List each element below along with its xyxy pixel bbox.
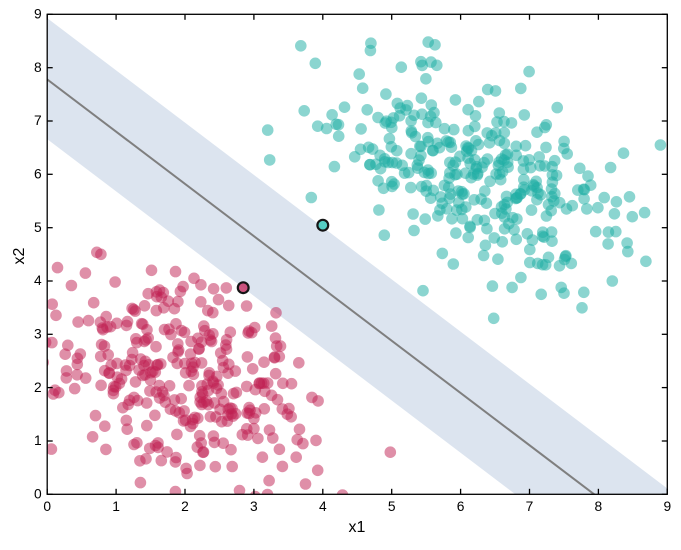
svg-text:1: 1 bbox=[34, 433, 42, 448]
svg-text:4: 4 bbox=[319, 499, 327, 514]
svg-text:9: 9 bbox=[663, 499, 671, 514]
svg-text:8: 8 bbox=[34, 60, 42, 75]
svg-text:3: 3 bbox=[34, 327, 42, 342]
svg-text:0: 0 bbox=[43, 499, 51, 514]
svg-text:6: 6 bbox=[34, 167, 42, 182]
svg-text:4: 4 bbox=[34, 273, 42, 288]
svg-text:7: 7 bbox=[526, 499, 534, 514]
svg-text:6: 6 bbox=[457, 499, 465, 514]
svg-text:2: 2 bbox=[34, 380, 42, 395]
svg-text:2: 2 bbox=[181, 499, 189, 514]
svg-text:5: 5 bbox=[34, 220, 42, 235]
svg-text:x1: x1 bbox=[349, 519, 366, 536]
svg-text:x2: x2 bbox=[11, 247, 28, 264]
svg-text:9: 9 bbox=[34, 7, 42, 22]
svg-text:8: 8 bbox=[595, 499, 603, 514]
svg-text:1: 1 bbox=[112, 499, 120, 514]
svg-text:5: 5 bbox=[388, 499, 396, 514]
svg-text:7: 7 bbox=[34, 113, 42, 128]
svg-text:0: 0 bbox=[34, 487, 42, 502]
svg-text:3: 3 bbox=[250, 499, 258, 514]
